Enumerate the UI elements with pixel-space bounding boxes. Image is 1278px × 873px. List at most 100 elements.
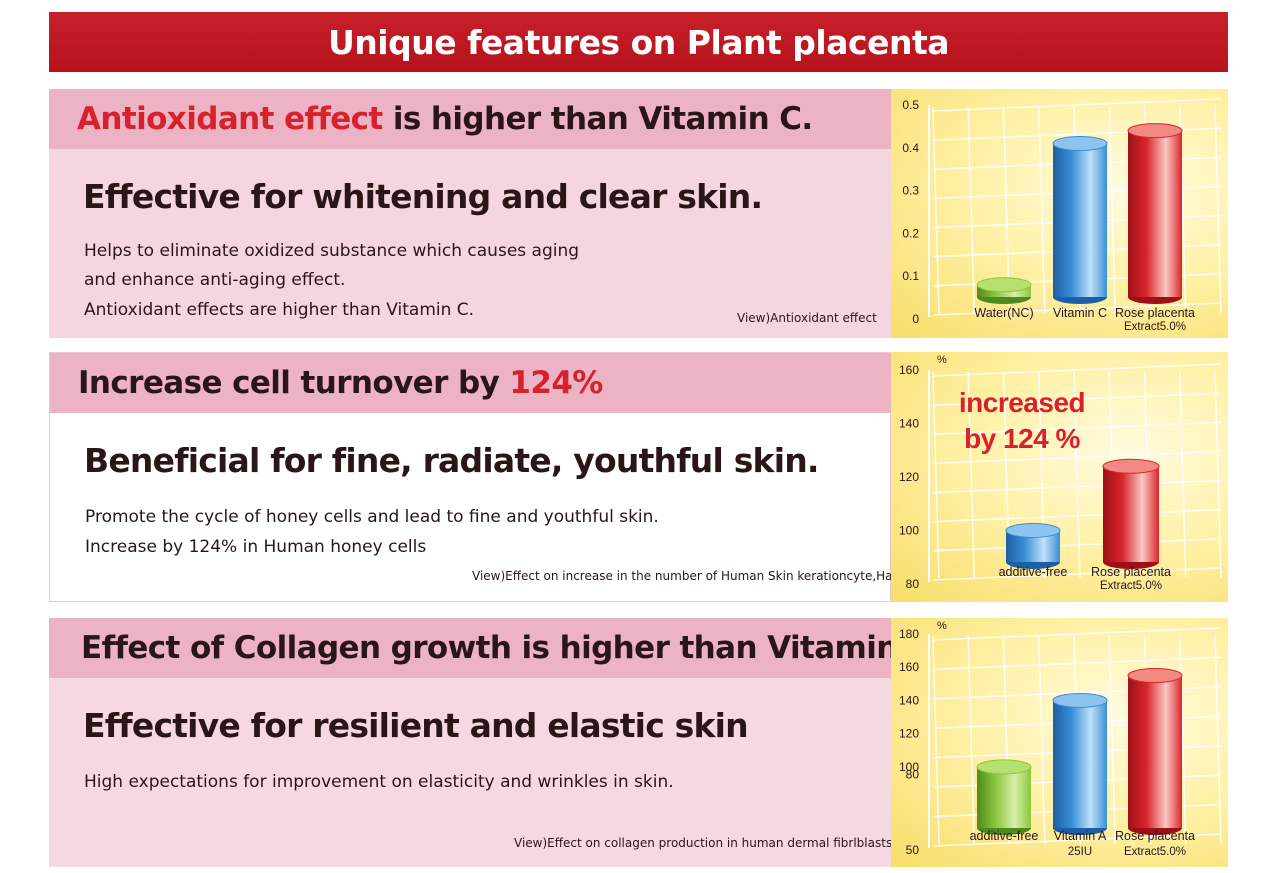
bar-label: Extract5.0%	[1124, 321, 1186, 333]
bar	[976, 277, 1032, 304]
source-note: View)Effect on collagen production in hu…	[514, 836, 893, 850]
y-tick-label: 180	[899, 627, 919, 641]
bar-top	[1052, 692, 1108, 708]
body-line: Promote the cycle of honey cells and lea…	[85, 507, 659, 527]
section-headline: Effect of Collagen growth is higher than…	[49, 618, 944, 678]
chart-grid	[928, 363, 1222, 582]
body-line: Helps to eliminate oxidized substance wh…	[84, 241, 580, 261]
grid-line	[1037, 106, 1046, 314]
y-tick-label: 0.3	[902, 184, 919, 198]
body-line: and enhance anti-aging effect.	[84, 270, 346, 290]
bar-label: Rose placenta	[1115, 829, 1195, 843]
bar	[1127, 668, 1183, 835]
bar-body	[1103, 466, 1159, 562]
y-tick-label: 80	[906, 577, 920, 591]
bar-top	[976, 277, 1032, 293]
bar-top	[1127, 123, 1183, 139]
section-headline: Increase cell turnover by 124%	[50, 353, 892, 413]
grid-line	[932, 302, 1222, 316]
section-cell-turnover: Increase cell turnover by 124% Beneficia…	[49, 352, 1228, 602]
bar-top	[1127, 668, 1183, 684]
bar	[1127, 123, 1183, 304]
headline-text: is higher than Vitamin C.	[382, 101, 813, 137]
y-tick-label: 140	[899, 693, 919, 707]
section-antioxidant: Antioxidant effect is higher than Vitami…	[49, 89, 1228, 338]
bar-label: Extract5.0%	[1100, 580, 1162, 592]
chart-grid	[928, 627, 1222, 848]
headline-text: Effect of Collagen growth is higher than…	[81, 630, 944, 666]
bar-label: additive-free	[970, 829, 1039, 843]
page-title: Unique features on Plant placenta	[327, 22, 950, 62]
bar-label: Extract5.0%	[1124, 846, 1186, 858]
grid-line	[932, 627, 1222, 641]
headline-highlight: Antioxidant effect	[77, 101, 383, 137]
bar	[1052, 136, 1108, 304]
section-headline: Antioxidant effect is higher than Vitami…	[49, 89, 891, 149]
grid-line	[967, 106, 976, 314]
bar-body	[1053, 700, 1107, 828]
headline-highlight: 124%	[509, 365, 603, 401]
chart-annotation: by 124 %	[964, 423, 1080, 454]
bar-top	[1102, 458, 1160, 474]
bar	[1052, 692, 1108, 835]
grid-line	[1178, 371, 1187, 579]
grid-line	[932, 656, 1222, 671]
bar-body	[977, 766, 1031, 828]
body-line: High expectations for improvement on ela…	[84, 772, 674, 792]
body-line: Antioxidant effects are higher than Vita…	[84, 300, 475, 320]
grid-line	[1108, 106, 1117, 314]
grid-line	[932, 567, 1222, 581]
bar-top	[976, 759, 1032, 775]
y-unit-label: %	[937, 354, 947, 366]
grid-line	[932, 392, 1222, 406]
y-tick-label: 140	[899, 417, 919, 431]
text-panel: Antioxidant effect is higher than Vitami…	[49, 89, 891, 338]
source-note: View)Effect on increase in the number of…	[472, 569, 913, 583]
y-tick-label: 50	[906, 843, 920, 857]
bar-body	[1128, 130, 1182, 297]
source-note: View)Antioxidant effect	[737, 311, 877, 325]
grid-line	[1073, 371, 1081, 579]
y-tick-label: 100	[899, 524, 919, 538]
section-subhead: Effective for whitening and clear skin.	[83, 177, 763, 216]
grid-line	[932, 508, 1222, 523]
bar-label: Vitamin A	[1054, 829, 1107, 843]
section-subhead: Beneficial for fine, radiate, youthful s…	[84, 441, 819, 480]
grid-line	[932, 538, 1222, 552]
bar-body	[1128, 675, 1182, 828]
y-tick-label: 0.2	[902, 226, 919, 240]
y-tick-label: 0.4	[902, 141, 919, 155]
y-tick-label: 120	[899, 470, 919, 484]
bar-label: Rose placenta	[1091, 565, 1171, 579]
grid-line	[1108, 635, 1117, 845]
chart-svg: 160 140 120 100 80% additive-free Rose placent…	[899, 354, 1222, 592]
y-unit-label: %	[937, 620, 947, 632]
chart-collagen: 180 160 140 120 100 80 50% additive-free Vitamin…	[891, 618, 1228, 867]
y-tick-label: 80	[906, 767, 920, 781]
y-tick-label: 0	[912, 312, 919, 326]
grid-line	[932, 98, 1222, 112]
section-collagen: Effect of Collagen growth is higher than…	[49, 618, 1228, 867]
text-panel: Effect of Collagen growth is higher than…	[49, 618, 944, 867]
grid-line	[932, 363, 1222, 377]
y-tick-label: 160	[899, 363, 919, 377]
bar-label: 25IU	[1068, 846, 1092, 858]
grid-line	[1214, 371, 1222, 579]
bar-label: Vitamin C	[1053, 306, 1107, 320]
grid-line	[1037, 635, 1046, 845]
bar-top	[1005, 523, 1061, 538]
y-tick-label: 0.1	[902, 269, 919, 283]
y-tick-label: 120	[899, 727, 919, 741]
grid-line	[932, 371, 940, 579]
grid-line	[932, 106, 940, 314]
body-line: Increase by 124% in Human honey cells	[85, 537, 427, 557]
bar-top	[1052, 136, 1108, 152]
y-tick-label: 160	[899, 660, 919, 674]
bar	[976, 759, 1032, 835]
section-subhead: Effective for resilient and elastic skin	[83, 706, 749, 745]
grid-line	[1214, 106, 1222, 314]
grid-line	[967, 371, 976, 579]
bar-label: Rose placenta	[1115, 306, 1195, 320]
chart-cell-turnover: 160 140 120 100 80% additive-free Rose placent…	[891, 352, 1228, 602]
grid-line	[967, 635, 976, 845]
